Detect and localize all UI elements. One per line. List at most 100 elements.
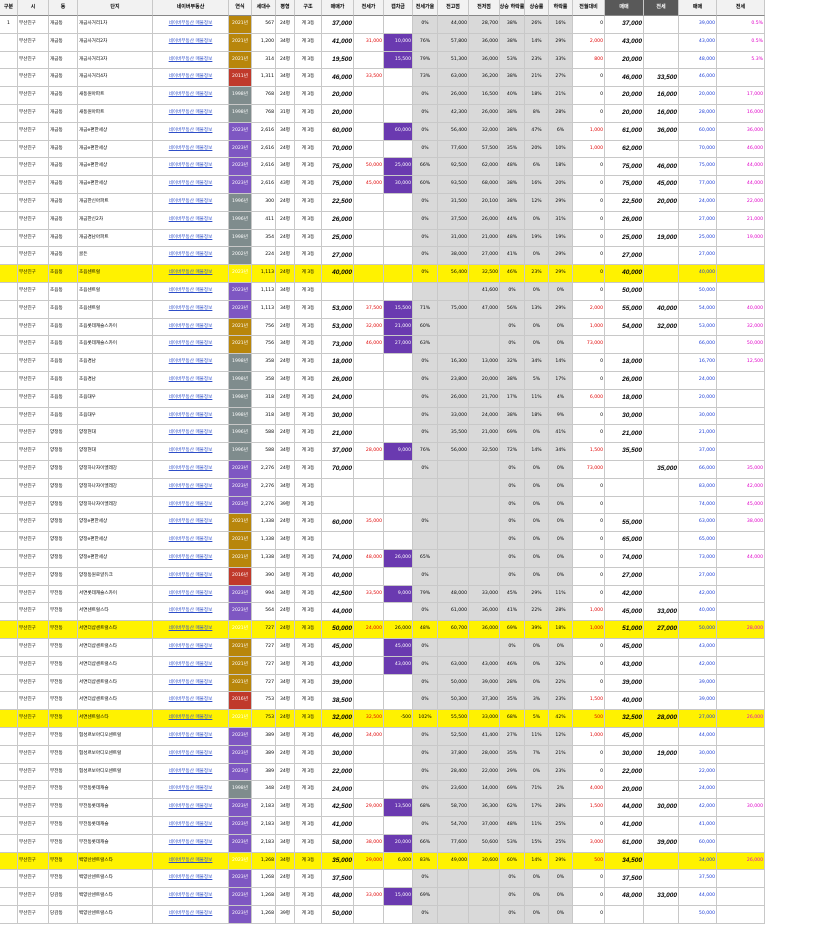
cell-pyeong[interactable]: 34평	[276, 122, 295, 141]
cell-year[interactable]: 2023년	[229, 265, 252, 283]
cell-sale[interactable]: 20,000	[322, 105, 354, 123]
cell-pyeong[interactable]: 24평	[276, 247, 295, 266]
cell-rate[interactable]: 79%	[413, 51, 438, 70]
naver-link[interactable]: 네이버부동산 매물정보	[168, 786, 213, 792]
cell-si[interactable]: 부산진구	[18, 425, 49, 444]
cell-low[interactable]: 28,700	[469, 16, 500, 34]
cell-m4[interactable]	[717, 567, 765, 586]
naver-link-cell[interactable]: 네이버부동산 매물정보	[153, 211, 229, 230]
cell-m1[interactable]: 46,000	[605, 69, 644, 88]
cell-m2[interactable]	[644, 33, 679, 52]
cell-si[interactable]: 부산진구	[18, 567, 49, 586]
cell-units[interactable]: 1,113	[252, 300, 276, 319]
naver-link-cell[interactable]: 네이버부동산 매물정보	[153, 870, 229, 889]
cell-mom[interactable]: 4,000	[573, 781, 605, 800]
cell-rate[interactable]: 76%	[413, 443, 438, 461]
cell-jeonse[interactable]: 24,000	[354, 621, 384, 639]
cell-units[interactable]: 2,616	[252, 122, 276, 141]
cell-m4[interactable]	[717, 870, 765, 889]
cell-sale[interactable]: 53,000	[322, 318, 354, 337]
cell-rate[interactable]	[413, 532, 438, 550]
cell-year[interactable]: 2023년	[229, 478, 252, 497]
cell-high[interactable]: 48,000	[438, 585, 469, 604]
cell-chg[interactable]: 41%	[500, 603, 525, 622]
cell-jeonse[interactable]: 45,000	[354, 176, 384, 194]
cell-rate[interactable]: 0%	[413, 781, 438, 800]
cell-m1[interactable]: 34,500	[605, 852, 644, 871]
cell-pyeong[interactable]: 24평	[276, 425, 295, 444]
cell-rate[interactable]: 48%	[413, 621, 438, 639]
cell-m1[interactable]	[605, 478, 644, 497]
cell-high[interactable]: 54,700	[438, 817, 469, 835]
cell-si[interactable]: 부산진구	[18, 211, 49, 230]
cell-m3[interactable]: 44,000	[679, 888, 717, 906]
cell-high[interactable]	[438, 906, 469, 924]
cell-mom[interactable]: 0	[573, 158, 605, 177]
table-row[interactable]: 부산진구 양정동 양정하나자이엘레강 네이버부동산 매물정보 2023년 2,276 34평…	[0, 478, 827, 497]
cell-dong[interactable]: 초읍동	[49, 407, 78, 426]
cell-mom[interactable]: 0	[573, 372, 605, 390]
cell-units[interactable]: 588	[252, 443, 276, 461]
cell-jeonse[interactable]: 32,000	[354, 318, 384, 337]
table-row[interactable]: 부산진구 부전동 협성르보아디오센트럴 네이버부동산 매물정보 2023년 389 24평 계…	[0, 763, 827, 782]
cell-mom[interactable]: 0	[573, 639, 605, 657]
cell-chg[interactable]: 48%	[500, 158, 525, 177]
naver-link-cell[interactable]: 네이버부동산 매물정보	[153, 496, 229, 515]
cell-low[interactable]: 47,000	[469, 300, 500, 319]
cell-m1[interactable]: 45,000	[605, 603, 644, 622]
cell-low[interactable]: 16,500	[469, 87, 500, 105]
cell-dong[interactable]: 초읍동	[49, 354, 78, 372]
column-header[interactable]: 매매	[679, 0, 717, 16]
cell-jeonse[interactable]	[354, 122, 384, 141]
cell-high[interactable]: 26,000	[438, 87, 469, 105]
cell-low[interactable]: 36,000	[469, 51, 500, 70]
cell-up[interactable]: 71%	[525, 781, 549, 800]
cell-gujo[interactable]: 계 3등	[295, 906, 322, 924]
cell-no[interactable]	[0, 763, 18, 782]
cell-high[interactable]: 61,000	[438, 603, 469, 622]
cell-gap[interactable]	[384, 105, 413, 123]
cell-mom[interactable]: 0	[573, 354, 605, 372]
cell-jeonse[interactable]	[354, 674, 384, 693]
cell-dong[interactable]: 초읍동	[49, 372, 78, 390]
cell-sale[interactable]: 32,000	[322, 710, 354, 728]
cell-high[interactable]: 56,400	[438, 265, 469, 283]
cell-danji[interactable]: 협성르보아디오센트럴	[78, 763, 153, 782]
cell-down[interactable]: 0%	[549, 639, 573, 657]
naver-link[interactable]: 네이버부동산 매물정보	[168, 875, 213, 881]
cell-units[interactable]: 1,113	[252, 265, 276, 283]
cell-high[interactable]: 63,000	[438, 69, 469, 88]
cell-sale[interactable]: 75,000	[322, 158, 354, 177]
cell-up[interactable]: 0%	[525, 567, 549, 586]
cell-units[interactable]: 753	[252, 710, 276, 728]
cell-m1[interactable]: 44,000	[605, 799, 644, 817]
cell-jeonse[interactable]	[354, 532, 384, 550]
cell-mom[interactable]: 1,500	[573, 692, 605, 711]
cell-gap[interactable]	[384, 229, 413, 248]
cell-m2[interactable]: 27,000	[644, 621, 679, 639]
cell-low[interactable]	[469, 532, 500, 550]
cell-pyeong[interactable]: 43평	[276, 176, 295, 194]
cell-chg[interactable]: 48%	[500, 817, 525, 835]
cell-no[interactable]: 1	[0, 16, 18, 34]
cell-pyeong[interactable]: 34평	[276, 283, 295, 301]
cell-dong[interactable]: 부전동	[49, 639, 78, 657]
cell-si[interactable]: 부산진구	[18, 158, 49, 177]
cell-year[interactable]: 2011년	[229, 69, 252, 88]
cell-down[interactable]: 10%	[549, 140, 573, 159]
cell-gujo[interactable]: 계 3등	[295, 443, 322, 461]
table-row[interactable]: 부산진구 부전동 부전동롯데캐슬 네이버부동산 매물정보 1998년 348 24평 계 3등…	[0, 781, 827, 800]
cell-year[interactable]: 1998년	[229, 229, 252, 248]
cell-gap[interactable]	[384, 407, 413, 426]
naver-link-cell[interactable]: 네이버부동산 매물정보	[153, 514, 229, 533]
cell-si[interactable]: 부산진구	[18, 51, 49, 70]
cell-high[interactable]: 49,000	[438, 852, 469, 871]
cell-year[interactable]: 2023년	[229, 888, 252, 906]
table-row[interactable]: 부산진구 부전동 부전동롯데캐슬 네이버부동산 매물정보 2023년 2,183 34평 계 …	[0, 834, 827, 853]
cell-chg[interactable]: 45%	[500, 585, 525, 604]
cell-gujo[interactable]: 계 3등	[295, 407, 322, 426]
cell-m1[interactable]: 30,000	[605, 745, 644, 764]
cell-no[interactable]	[0, 461, 18, 479]
cell-m3[interactable]: 37,500	[679, 870, 717, 889]
cell-rate[interactable]: 0%	[413, 567, 438, 586]
